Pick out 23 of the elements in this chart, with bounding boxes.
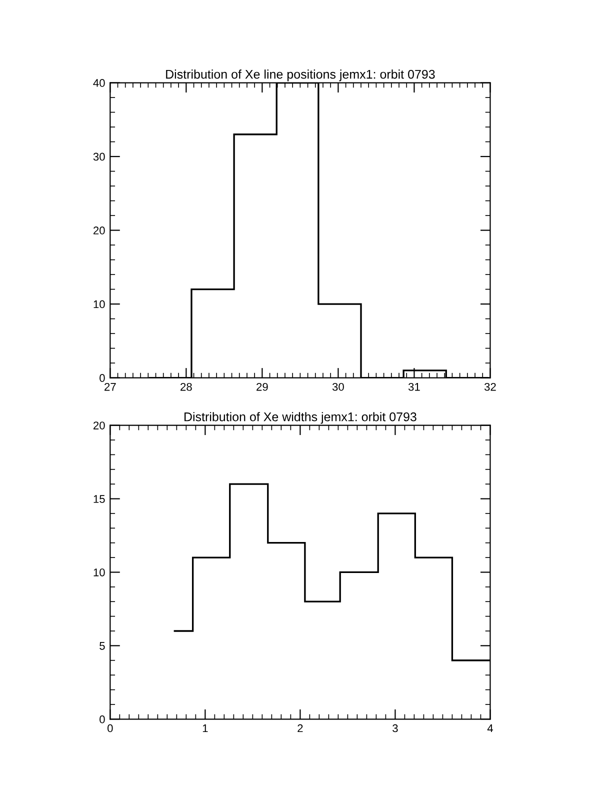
chart-title: Distribution of Xe widths jemx1: orbit 0793	[184, 412, 416, 424]
y-tick-label: 40	[93, 79, 105, 87]
y-tick-label: 5	[100, 642, 105, 650]
x-tick-label: 31	[408, 382, 420, 391]
x-tick-label: 32	[484, 382, 496, 391]
y-tick-label: 20	[94, 422, 105, 430]
y-tick-label: 10	[94, 300, 105, 308]
x-tick-label: 1	[202, 724, 208, 732]
y-tick-label: 0	[100, 715, 105, 724]
x-tick-label: 29	[256, 382, 268, 391]
y-tick-label: 10	[94, 568, 105, 576]
x-tick-label: 3	[392, 724, 398, 732]
x-tick-label: 2	[298, 724, 303, 732]
x-tick-label: 27	[104, 382, 116, 391]
y-tick-label: 20	[94, 226, 105, 234]
x-tick-label: 4	[487, 724, 493, 732]
x-tick-label: 0	[108, 724, 113, 732]
chart-title: Distribution of Xe line positions jemx1: orbit 0793	[166, 70, 435, 82]
y-tick-label: 15	[94, 495, 105, 503]
y-tick-label: 0	[100, 374, 105, 382]
x-tick-label: 28	[180, 382, 192, 391]
y-tick-label: 30	[93, 152, 105, 161]
x-tick-label: 30	[332, 382, 344, 391]
